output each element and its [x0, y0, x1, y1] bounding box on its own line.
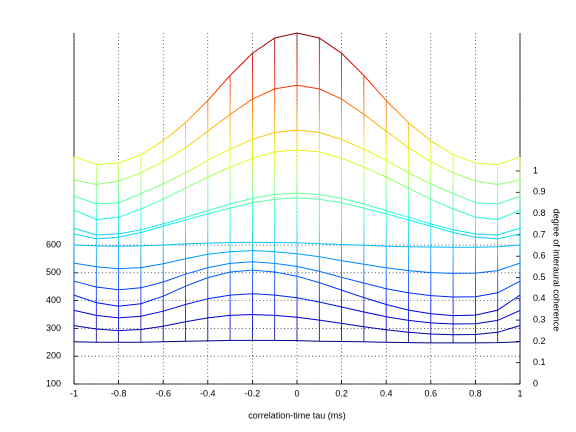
surface-curve	[73, 339, 521, 344]
surface-curve	[73, 241, 521, 248]
y-tick-label: 400	[46, 295, 61, 305]
x-tick-label: 0.2	[335, 388, 348, 398]
y2-tick-label: 0.5	[533, 272, 546, 282]
surface-curve	[73, 269, 521, 317]
x-tick-label: -1	[70, 388, 78, 398]
y2-tick-label: 0.4	[533, 293, 546, 303]
surface-curve	[73, 149, 521, 221]
surface-curve	[73, 293, 521, 325]
x-tick-label: -0.8	[111, 388, 127, 398]
y2-tick-label: 0.7	[533, 229, 546, 239]
x-tick-label: -0.6	[155, 388, 171, 398]
y-tick-label: 500	[46, 267, 61, 277]
x-tick-label: 0.4	[380, 388, 393, 398]
x-tick-label: -0.2	[245, 388, 261, 398]
surface-curve	[73, 84, 521, 186]
y2-tick-label: 0.2	[533, 336, 546, 346]
y2-tick-label: 0.8	[533, 208, 546, 218]
x-tick-label: 0	[294, 388, 299, 398]
y2-tick-label: 0.1	[533, 357, 546, 367]
y-tick-label: 600	[46, 239, 61, 249]
surface-curve	[73, 129, 521, 205]
surface-curve	[73, 261, 521, 298]
y2-axis-label: degree of interaural coherence	[552, 209, 562, 332]
surface-curve	[73, 197, 521, 240]
y2-tick-label: 0.9	[533, 187, 546, 197]
y-tick-label: 300	[46, 323, 61, 333]
y2-tick-label: 0.3	[533, 314, 546, 324]
y2-tick-label: 0	[533, 378, 538, 388]
y2-tick-label: 0.6	[533, 251, 546, 261]
x-axis-label: correlation-time tau (ms)	[248, 410, 346, 420]
y-tick-label: 100	[46, 378, 61, 388]
x-tick-label: -0.4	[200, 388, 216, 398]
y-tick-label: 200	[46, 351, 61, 361]
surface-curve	[73, 32, 521, 166]
surface-curve	[73, 250, 521, 274]
x-tick-label: 0.6	[425, 388, 438, 398]
surface-curve	[73, 192, 521, 236]
y2-tick-label: 1	[533, 165, 538, 175]
surface-curve	[73, 313, 521, 336]
x-tick-label: 0.8	[469, 388, 482, 398]
x-tick-label: 1	[517, 388, 522, 398]
